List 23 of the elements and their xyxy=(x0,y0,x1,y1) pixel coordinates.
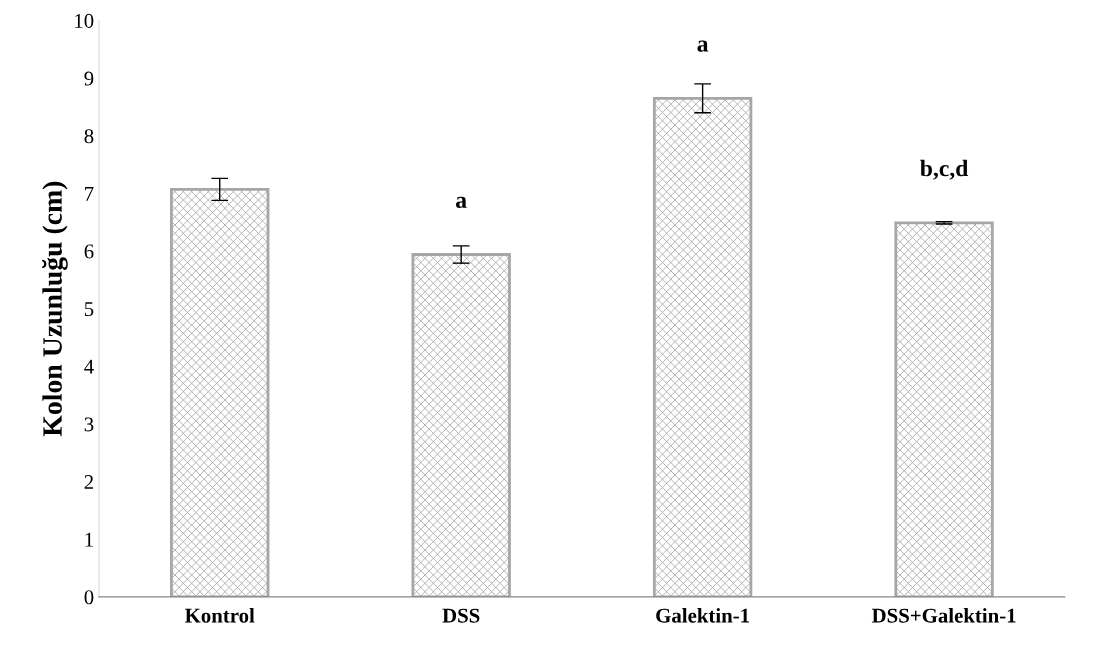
bar xyxy=(894,221,994,597)
x-tick-label: DSS+Galektin-1 xyxy=(871,607,1016,623)
x-tick-label: DSS xyxy=(442,608,480,623)
bar xyxy=(411,253,511,597)
y-tick-label: 6 xyxy=(84,244,94,259)
y-tick-label: 10 xyxy=(75,13,94,28)
x-tick-label: Galektin-1 xyxy=(656,607,749,623)
x-tick-label: Kontrol xyxy=(184,607,255,623)
y-tick-label: 2 xyxy=(84,475,93,489)
annotation: a xyxy=(456,196,467,209)
y-tick-label: 4 xyxy=(84,359,94,374)
y-tick-label: 3 xyxy=(84,417,94,432)
y-tick-label: 9 xyxy=(84,71,94,86)
annotation: b,c,d xyxy=(920,159,969,180)
y-axis-title: Kolon Uzunluğu (cm) xyxy=(42,181,68,437)
bar xyxy=(652,96,753,597)
y-tick-label: 0 xyxy=(84,590,94,605)
y-tick-label: 8 xyxy=(84,129,94,144)
annotation: a xyxy=(697,40,709,52)
y-tick-label: 7 xyxy=(85,186,94,201)
y-tick-label: 5 xyxy=(84,302,94,317)
bar xyxy=(170,187,270,597)
y-tick-label: 1 xyxy=(85,532,93,547)
